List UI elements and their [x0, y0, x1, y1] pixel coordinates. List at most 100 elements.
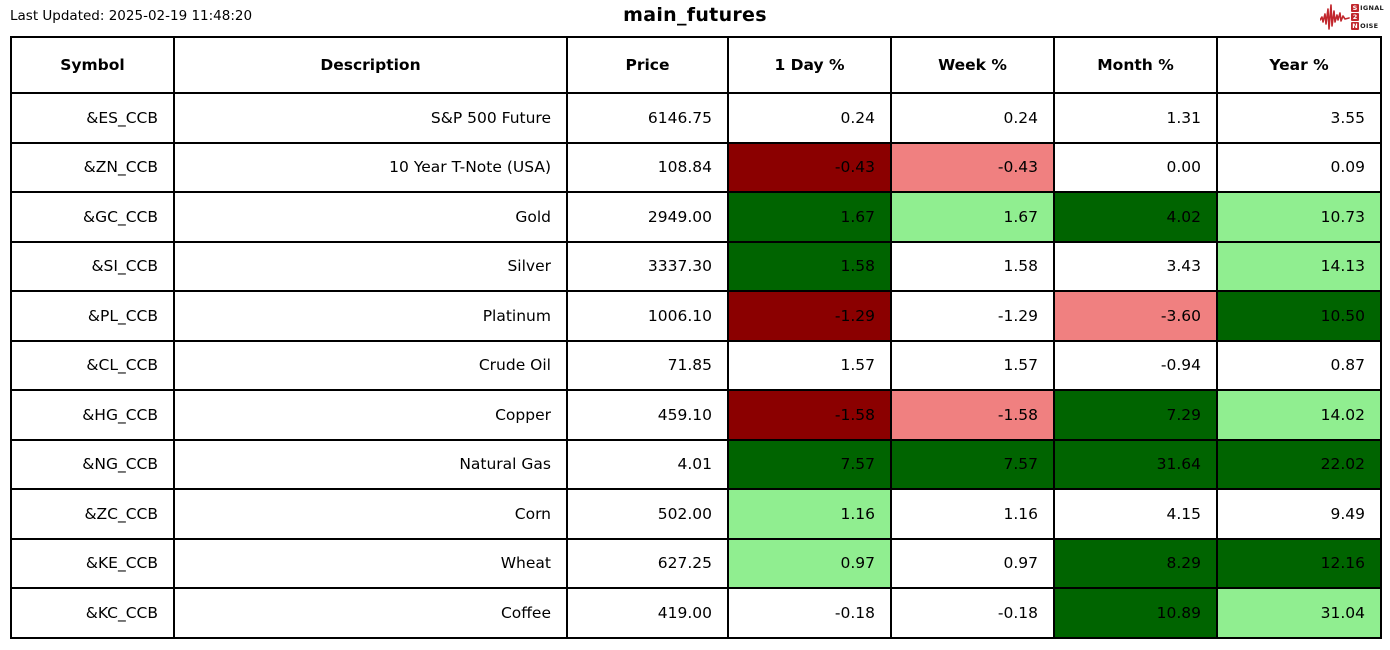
pct-cell: 0.97: [727, 537, 892, 589]
pct-cell: -0.94: [1053, 339, 1218, 391]
logo-badge-2: 2: [1351, 13, 1360, 21]
pct-cell: 1.67: [727, 191, 892, 243]
column-header: Price: [566, 36, 729, 94]
pct-cell: 1.57: [890, 339, 1055, 391]
pct-cell: 12.16: [1216, 537, 1382, 589]
pct-cell: -0.18: [727, 587, 892, 639]
description-cell: Gold: [173, 191, 568, 243]
logo-word-ignal: IGNAL: [1360, 4, 1384, 12]
pct-cell: -0.18: [890, 587, 1055, 639]
pct-cell: 1.31: [1053, 92, 1218, 144]
table-row: &PL_CCB Platinum 1006.10 -1.29 -1.29 -3.60 10.…: [10, 290, 1382, 342]
page-title: main_futures: [623, 4, 767, 26]
pct-cell: 10.50: [1216, 290, 1382, 342]
price-cell: 627.25: [566, 537, 729, 589]
column-header: Week %: [890, 36, 1055, 94]
symbol-cell: &ES_CCB: [10, 92, 175, 144]
pct-cell: 0.00: [1053, 141, 1218, 193]
symbol-cell: &KE_CCB: [10, 537, 175, 589]
pct-cell: 3.55: [1216, 92, 1382, 144]
pct-cell: 7.57: [890, 438, 1055, 490]
table-row: &KC_CCB Coffee 419.00 -0.18 -0.18 10.89 31.04: [10, 587, 1382, 639]
column-header: 1 Day %: [727, 36, 892, 94]
logo-word-oise: OISE: [1360, 22, 1379, 30]
price-cell: 502.00: [566, 488, 729, 540]
pct-cell: 1.67: [890, 191, 1055, 243]
table-row: &ZC_CCB Corn 502.00 1.16 1.16 4.15 9.49: [10, 488, 1382, 540]
pct-cell: 0.97: [890, 537, 1055, 589]
price-cell: 108.84: [566, 141, 729, 193]
pct-cell: 4.02: [1053, 191, 1218, 243]
pct-cell: 22.02: [1216, 438, 1382, 490]
pct-cell: -0.43: [890, 141, 1055, 193]
pct-cell: 8.29: [1053, 537, 1218, 589]
logo-text: S IGNAL 2 N OISE: [1351, 4, 1384, 30]
description-cell: Platinum: [173, 290, 568, 342]
pct-cell: 10.73: [1216, 191, 1382, 243]
price-cell: 71.85: [566, 339, 729, 391]
column-header: Symbol: [10, 36, 175, 94]
price-cell: 459.10: [566, 389, 729, 441]
pct-cell: -1.58: [890, 389, 1055, 441]
pct-cell: 9.49: [1216, 488, 1382, 540]
header-row: Symbol Description Price 1 Day % Week % Month…: [10, 36, 1382, 94]
description-cell: Crude Oil: [173, 339, 568, 391]
pct-cell: 1.58: [727, 240, 892, 292]
column-header: Description: [173, 36, 568, 94]
futures-table: Symbol Description Price 1 Day % Week % Month…: [10, 36, 1382, 639]
description-cell: Wheat: [173, 537, 568, 589]
pct-cell: -1.29: [727, 290, 892, 342]
description-cell: S&P 500 Future: [173, 92, 568, 144]
pct-cell: 7.29: [1053, 389, 1218, 441]
table-row: &SI_CCB Silver 3337.30 1.58 1.58 3.43 14.13: [10, 240, 1382, 292]
table-row: &CL_CCB Crude Oil 71.85 1.57 1.57 -0.94 0.87: [10, 339, 1382, 391]
logo-badge-s: S: [1351, 4, 1360, 12]
pct-cell: -0.43: [727, 141, 892, 193]
symbol-cell: &GC_CCB: [10, 191, 175, 243]
description-cell: Copper: [173, 389, 568, 441]
pct-cell: -1.58: [727, 389, 892, 441]
table-row: &NG_CCB Natural Gas 4.01 7.57 7.57 31.64 22.02: [10, 438, 1382, 490]
price-cell: 1006.10: [566, 290, 729, 342]
price-cell: 2949.00: [566, 191, 729, 243]
pct-cell: 1.16: [727, 488, 892, 540]
logo-badge-n: N: [1351, 22, 1360, 30]
symbol-cell: &NG_CCB: [10, 438, 175, 490]
symbol-cell: &KC_CCB: [10, 587, 175, 639]
pct-cell: 0.24: [890, 92, 1055, 144]
price-cell: 6146.75: [566, 92, 729, 144]
pct-cell: 7.57: [727, 438, 892, 490]
description-cell: Natural Gas: [173, 438, 568, 490]
pct-cell: 0.24: [727, 92, 892, 144]
pct-cell: 1.57: [727, 339, 892, 391]
table-row: &ES_CCB S&P 500 Future 6146.75 0.24 0.24 1.31…: [10, 92, 1382, 144]
table-row: &GC_CCB Gold 2949.00 1.67 1.67 4.02 10.73: [10, 191, 1382, 243]
pct-cell: 4.15: [1053, 488, 1218, 540]
symbol-cell: &CL_CCB: [10, 339, 175, 391]
pct-cell: 14.13: [1216, 240, 1382, 292]
pct-cell: -1.29: [890, 290, 1055, 342]
pct-cell: 1.16: [890, 488, 1055, 540]
signal-2-noise-logo: S IGNAL 2 N OISE: [1320, 3, 1384, 31]
description-cell: 10 Year T-Note (USA): [173, 141, 568, 193]
symbol-cell: &SI_CCB: [10, 240, 175, 292]
symbol-cell: &ZC_CCB: [10, 488, 175, 540]
table-row: &ZN_CCB 10 Year T-Note (USA) 108.84 -0.43 -0…: [10, 141, 1382, 193]
description-cell: Coffee: [173, 587, 568, 639]
description-cell: Silver: [173, 240, 568, 292]
symbol-cell: &HG_CCB: [10, 389, 175, 441]
pct-cell: 0.09: [1216, 141, 1382, 193]
symbol-cell: &ZN_CCB: [10, 141, 175, 193]
pct-cell: 31.04: [1216, 587, 1382, 639]
price-cell: 4.01: [566, 438, 729, 490]
pct-cell: 31.64: [1053, 438, 1218, 490]
column-header: Month %: [1053, 36, 1218, 94]
pct-cell: 1.58: [890, 240, 1055, 292]
price-cell: 3337.30: [566, 240, 729, 292]
description-cell: Corn: [173, 488, 568, 540]
last-updated-timestamp: Last Updated: 2025-02-19 11:48:20: [10, 8, 253, 24]
pct-cell: 10.89: [1053, 587, 1218, 639]
price-cell: 419.00: [566, 587, 729, 639]
symbol-cell: &PL_CCB: [10, 290, 175, 342]
waveform-icon: [1320, 4, 1350, 30]
